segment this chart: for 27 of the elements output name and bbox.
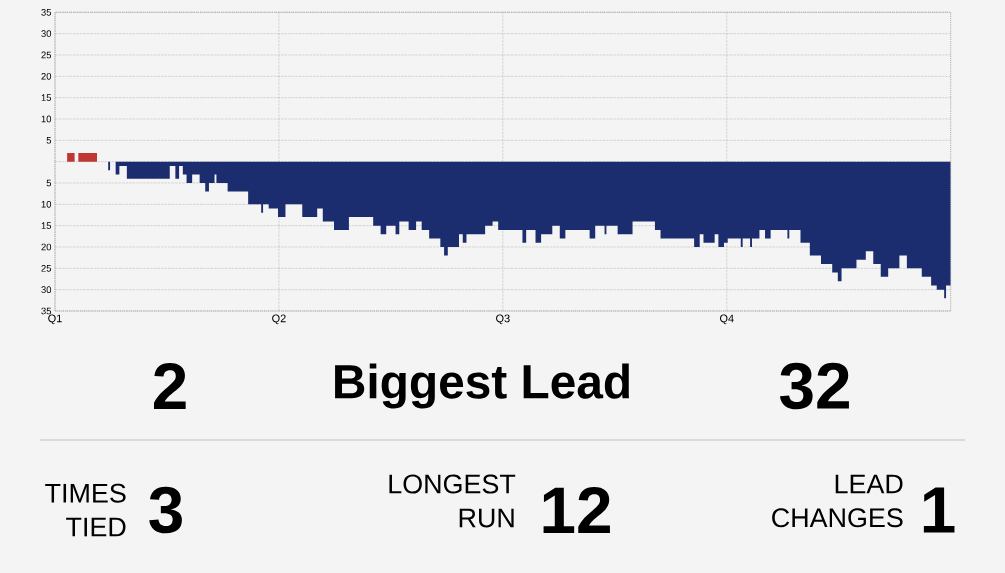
text: LEAD CHANGES	[772, 474, 903, 528]
y-tick-label: 25	[41, 264, 52, 272]
text: TIMES TIED	[45, 483, 126, 537]
y-tick-label: 30	[41, 286, 52, 294]
x-tick-label: Q3	[496, 314, 510, 325]
y-tick-label: 30	[41, 30, 52, 37]
y-tick-label: 35	[41, 307, 52, 315]
y-tick-label: 15	[41, 94, 52, 101]
x-tick-label: Q4	[719, 314, 734, 325]
text: LONGEST RUN	[389, 474, 516, 528]
y-tick-label: 35	[41, 8, 52, 16]
x-tick-label: Q2	[272, 314, 286, 325]
y-tick-label: 20	[41, 72, 52, 80]
text: 12	[543, 487, 610, 533]
y-tick-label: 5	[46, 137, 52, 144]
text: Biggest Lead	[335, 363, 629, 409]
text: 3	[149, 486, 182, 534]
y-tick-label: 5	[46, 179, 52, 187]
y-tick-label: 20	[41, 243, 52, 251]
y-tick-label: 15	[41, 222, 52, 229]
x-tick-label: Q1	[48, 314, 62, 325]
text: 32	[779, 362, 849, 410]
y-tick-label: 10	[41, 200, 52, 208]
text: 2	[154, 363, 186, 409]
y-tick-label: 25	[41, 51, 52, 59]
y-tick-label: 10	[41, 115, 52, 123]
text: 1	[923, 487, 955, 533]
